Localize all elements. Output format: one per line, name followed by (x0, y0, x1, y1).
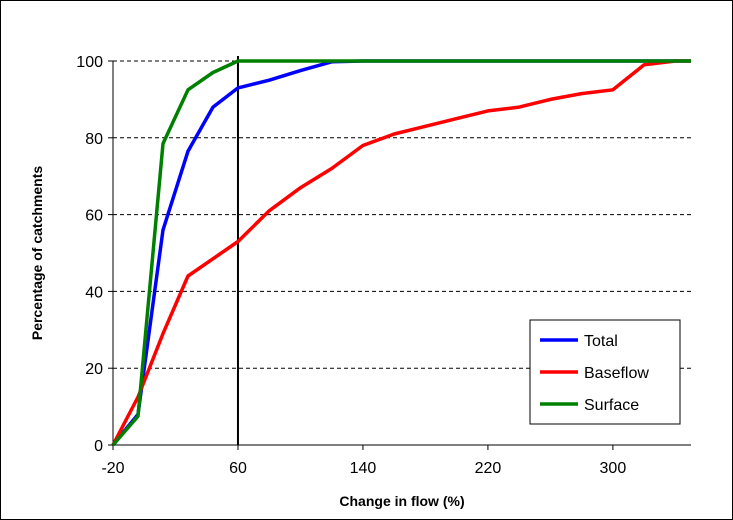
legend-label-baseflow: Baseflow (584, 365, 649, 382)
x-tick-label-2: 140 (350, 460, 377, 477)
tick-layer: 0 20 40 60 80 100 -20 60 140 220 300 (76, 54, 626, 477)
x-tick-label-4: 300 (600, 460, 627, 477)
legend-label-surface: Surface (584, 397, 639, 414)
x-axis-label: Change in flow (%) (339, 493, 464, 509)
y-tick-label-0: 0 (94, 438, 103, 455)
y-tick-label-4: 80 (85, 131, 103, 148)
axes-layer (112, 56, 691, 446)
series-line-baseflow (111, 59, 691, 446)
series-line-surface (111, 59, 691, 447)
legend-label-total: Total (584, 333, 618, 350)
x-tick-label-3: 220 (475, 460, 502, 477)
x-tick-label-1: 60 (229, 460, 247, 477)
legend: Total Baseflow Surface (529, 319, 681, 425)
y-tick-label-3: 60 (85, 208, 103, 225)
y-tick-label-1: 20 (85, 361, 103, 378)
y-tick-label-5: 100 (76, 54, 103, 71)
series-layer (111, 59, 691, 447)
x-tick-label-0: -20 (101, 460, 124, 477)
y-axis-label: Percentage of catchments (29, 166, 45, 340)
y-tick-label-2: 40 (85, 284, 103, 301)
